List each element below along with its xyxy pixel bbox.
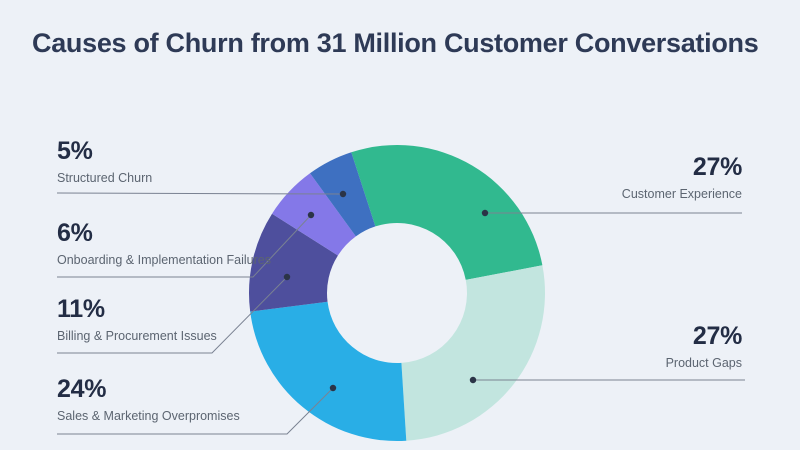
leader-line-onboarding-implementation-failures	[57, 214, 312, 278]
label-billing-procurement-issues: 11% Billing & Procurement Issues	[57, 295, 217, 344]
leader-dot-billing-procurement-issues	[283, 273, 291, 281]
category-product-gaps: Product Gaps	[665, 356, 742, 370]
value-billing-procurement-issues: 11%	[57, 295, 105, 323]
category-structured-churn: Structured Churn	[57, 171, 153, 185]
leader-line-billing-procurement-issues	[57, 276, 288, 354]
label-product-gaps: 27% Product Gaps	[665, 322, 743, 371]
label-onboarding-implementation-failures: 6% Onboarding & Implementation Failures	[57, 219, 272, 268]
value-sales-marketing-overpromises: 24%	[57, 375, 107, 403]
value-customer-experience: 27%	[692, 153, 742, 181]
leader-dot-onboarding-implementation-failures	[307, 211, 315, 219]
leader-line-sales-marketing-overpromises	[57, 387, 334, 435]
leader-dot-structured-churn	[339, 190, 347, 198]
segment-product-gaps	[401, 265, 546, 441]
segment-billing-procurement-issues	[249, 213, 338, 312]
category-onboarding-implementation-failures: Onboarding & Implementation Failures	[57, 253, 272, 267]
leader-dot-customer-experience	[481, 209, 489, 217]
label-structured-churn: 5% Structured Churn	[57, 137, 153, 186]
leader-dot-sales-marketing-overpromises	[329, 384, 337, 392]
category-customer-experience: Customer Experience	[621, 187, 742, 201]
segment-customer-experience	[351, 144, 543, 280]
segment-sales-marketing-overpromises	[250, 301, 407, 442]
label-sales-marketing-overpromises: 24% Sales & Marketing Overpromises	[57, 375, 240, 424]
label-customer-experience: 27% Customer Experience	[621, 153, 743, 202]
value-structured-churn: 5%	[57, 137, 93, 165]
value-onboarding-implementation-failures: 6%	[57, 219, 93, 247]
category-billing-procurement-issues: Billing & Procurement Issues	[57, 329, 217, 343]
value-product-gaps: 27%	[692, 322, 742, 350]
category-sales-marketing-overpromises: Sales & Marketing Overpromises	[57, 409, 240, 423]
leader-line-structured-churn	[56, 192, 344, 195]
leader-dot-product-gaps	[469, 376, 477, 384]
page-title: Causes of Churn from 31 Million Customer…	[32, 28, 759, 58]
